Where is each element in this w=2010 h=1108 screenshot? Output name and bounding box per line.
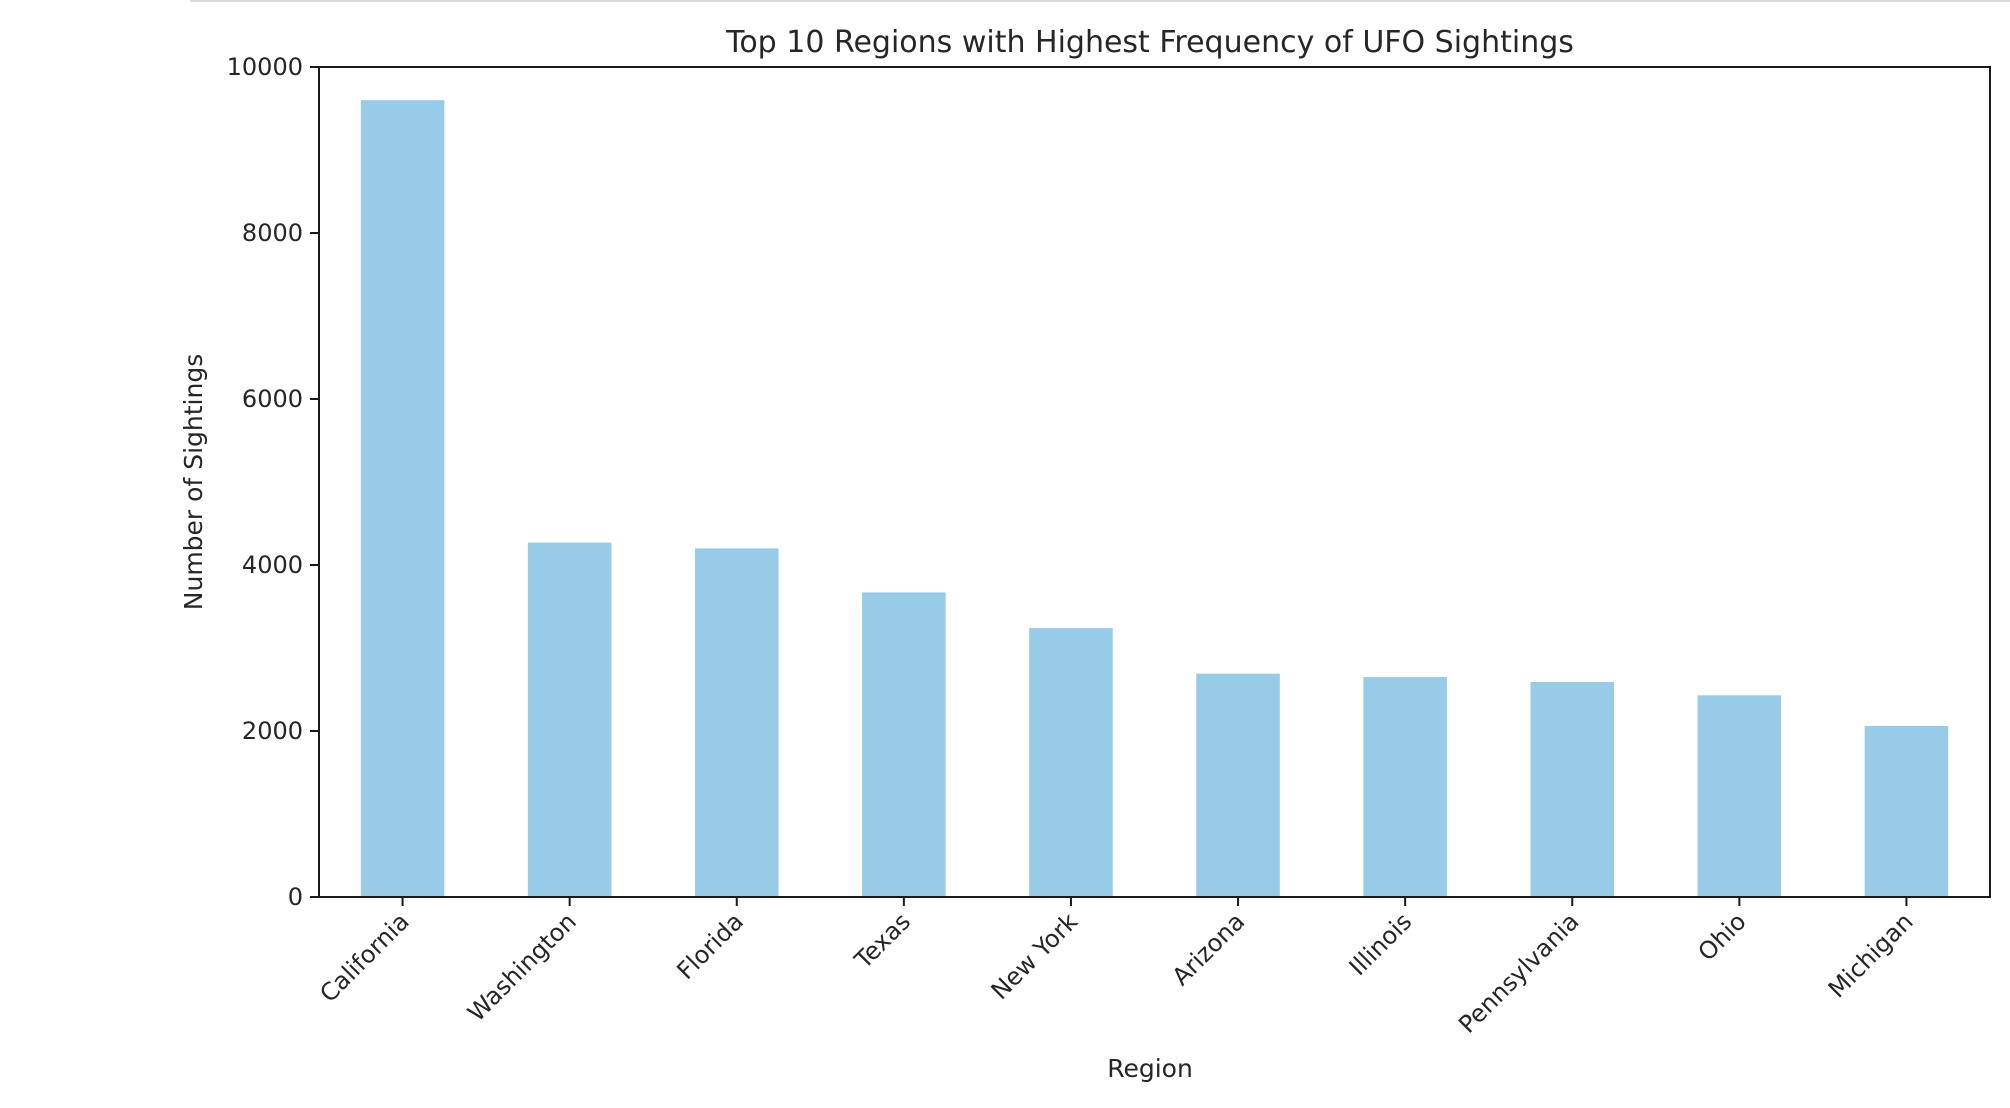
bar-illinois [1363, 677, 1447, 897]
y-tick-label: 0 [288, 883, 303, 911]
y-tick-label: 10000 [227, 53, 303, 81]
x-tick-label: Ohio [1693, 907, 1752, 966]
bar-florida [694, 548, 779, 897]
plot-area: 0 2000 4000 6000 8000 10000 California Washingt… [227, 53, 1991, 1039]
x-tick-label: Pennsylvania [1453, 907, 1584, 1038]
x-axis-title: Region [1107, 1054, 1193, 1083]
x-tick-label: California [314, 907, 414, 1007]
y-tick-label: 4000 [242, 551, 303, 579]
x-tick-label: Michigan [1823, 907, 1919, 1003]
bar-pennsylvania [1530, 682, 1615, 897]
bar-new-york [1029, 628, 1113, 897]
x-tick-label: Florida [671, 907, 749, 985]
bar-michigan [1864, 726, 1949, 897]
y-axis-title: Number of Sightings [179, 354, 208, 610]
bar-ohio [1697, 695, 1782, 897]
axes-frame [318, 66, 1991, 898]
x-tick-label: Arizona [1167, 907, 1251, 991]
bar-washington [527, 542, 612, 897]
x-tick-label: Washington [462, 907, 582, 1027]
x-tick-label: Illinois [1344, 907, 1418, 981]
bar-arizona [1196, 673, 1280, 897]
bar-texas [862, 592, 946, 897]
bar-california [360, 100, 445, 897]
y-tick-label: 6000 [242, 385, 303, 413]
x-tick-label: New York [986, 907, 1084, 1005]
y-tick-label: 2000 [242, 717, 303, 745]
chart-title: Top 10 Regions with Highest Frequency of… [725, 25, 1574, 60]
x-tick-label: Texas [849, 907, 916, 974]
y-tick-label: 8000 [242, 219, 303, 247]
